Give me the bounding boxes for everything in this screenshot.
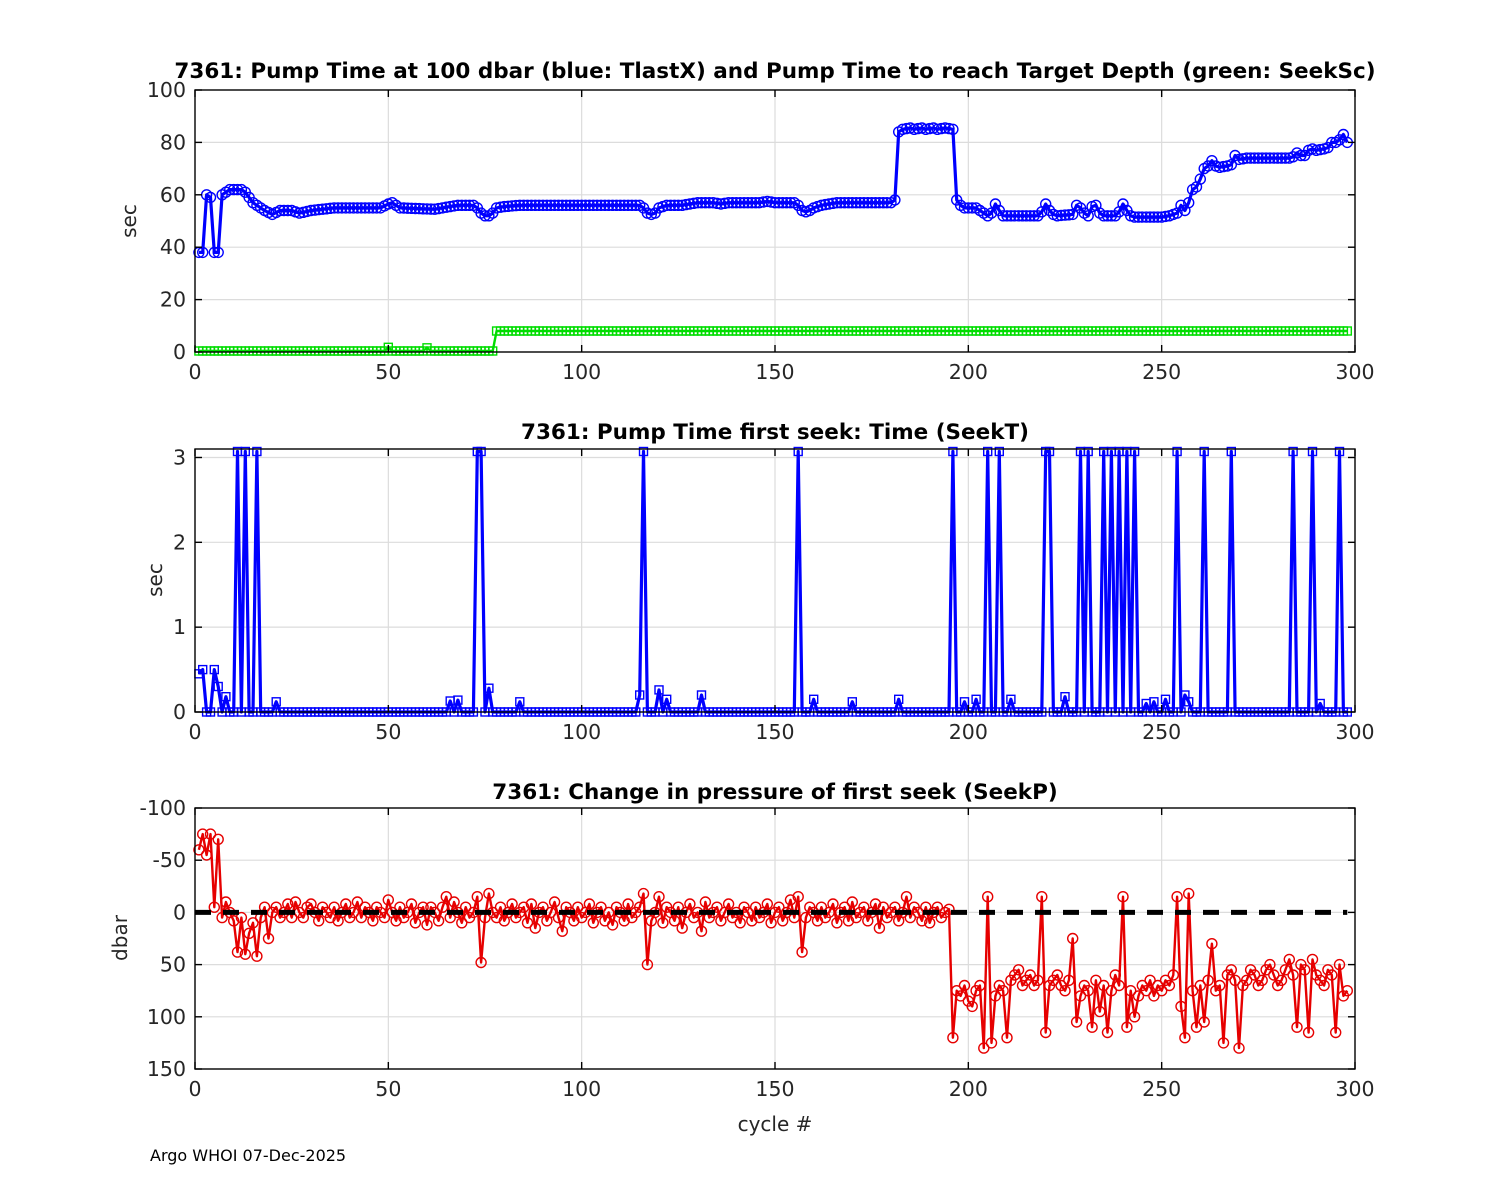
svg-text:100: 100 — [562, 720, 601, 744]
svg-text:0: 0 — [173, 900, 186, 924]
svg-text:300: 300 — [1335, 720, 1374, 744]
svg-text:100: 100 — [562, 1077, 601, 1101]
svg-text:100: 100 — [562, 360, 601, 384]
svg-text:-50: -50 — [153, 848, 186, 872]
svg-text:50: 50 — [375, 720, 401, 744]
x-axis-label: cycle # — [737, 1112, 813, 1136]
svg-text:250: 250 — [1142, 720, 1181, 744]
svg-text:20: 20 — [160, 288, 186, 312]
svg-text:50: 50 — [375, 360, 401, 384]
svg-text:80: 80 — [160, 130, 186, 154]
top-plot-ylabel: sec — [117, 204, 141, 238]
svg-text:-100: -100 — [139, 796, 186, 820]
svg-text:200: 200 — [949, 360, 988, 384]
svg-text:2: 2 — [173, 530, 186, 554]
svg-text:40: 40 — [160, 235, 186, 259]
svg-text:150: 150 — [755, 720, 794, 744]
svg-text:1: 1 — [173, 615, 186, 639]
top-plot-title: 7361: Pump Time at 100 dbar (blue: Tlast… — [174, 59, 1376, 84]
svg-text:0: 0 — [188, 1077, 201, 1101]
svg-text:300: 300 — [1335, 1077, 1374, 1101]
svg-text:0: 0 — [188, 720, 201, 744]
svg-text:300: 300 — [1335, 360, 1374, 384]
svg-text:0: 0 — [173, 340, 186, 364]
middle-plot-ylabel: sec — [143, 563, 167, 597]
svg-text:250: 250 — [1142, 360, 1181, 384]
svg-text:100: 100 — [147, 78, 186, 102]
svg-text:200: 200 — [949, 720, 988, 744]
svg-text:50: 50 — [160, 953, 186, 977]
svg-text:150: 150 — [755, 1077, 794, 1101]
bottom-plot-title: 7361: Change in pressure of first seek (… — [492, 780, 1058, 805]
svg-text:60: 60 — [160, 183, 186, 207]
svg-text:0: 0 — [173, 700, 186, 724]
middle-plot-title: 7361: Pump Time first seek: Time (SeekT) — [521, 420, 1029, 445]
svg-text:150: 150 — [755, 360, 794, 384]
footer-text: Argo WHOI 07-Dec-2025 — [150, 1146, 347, 1165]
svg-text:3: 3 — [173, 445, 186, 469]
svg-text:100: 100 — [147, 1005, 186, 1029]
svg-text:150: 150 — [147, 1057, 186, 1081]
svg-text:200: 200 — [949, 1077, 988, 1101]
bottom-plot-ylabel: dbar — [108, 915, 132, 961]
svg-text:0: 0 — [188, 360, 201, 384]
svg-text:250: 250 — [1142, 1077, 1181, 1101]
svg-text:50: 50 — [375, 1077, 401, 1101]
